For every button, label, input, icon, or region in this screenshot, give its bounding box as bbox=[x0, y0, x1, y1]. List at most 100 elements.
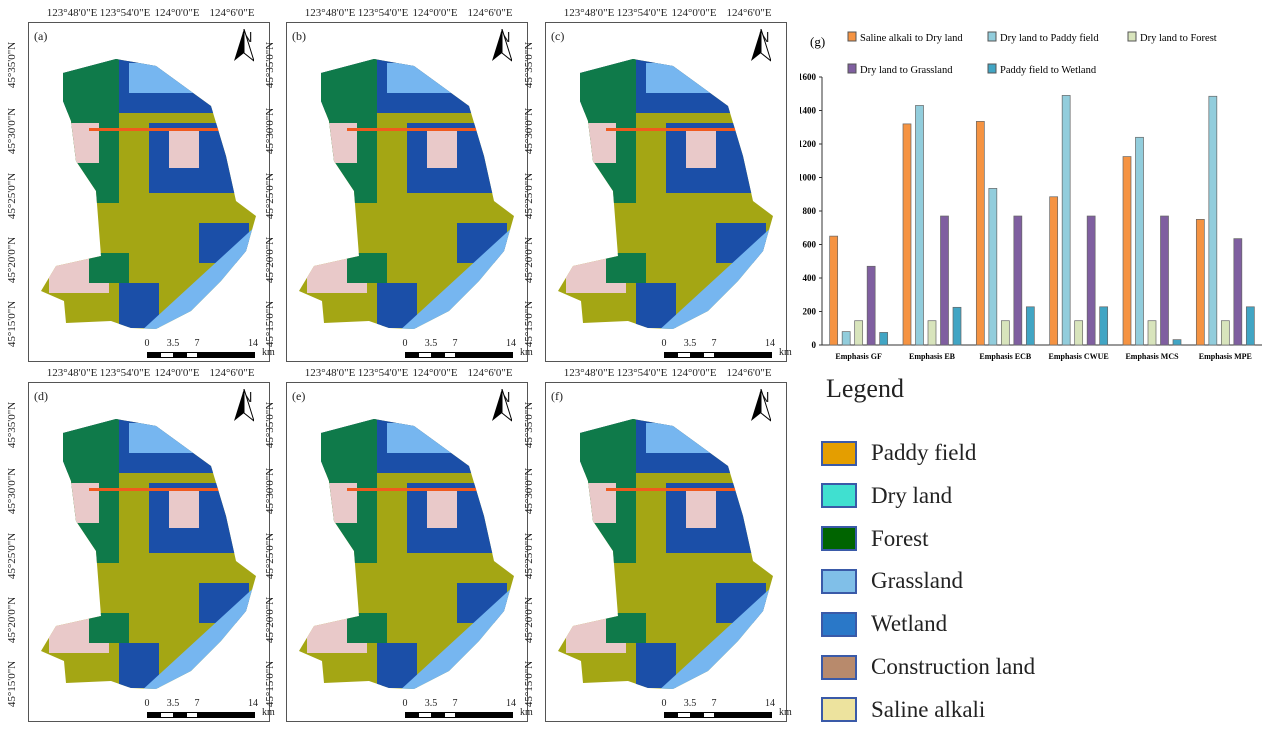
legend-title: Legend bbox=[826, 374, 904, 403]
longitude-label: 123°48'0"E bbox=[563, 7, 615, 19]
latitude-label: 45°15'0"N bbox=[523, 660, 535, 708]
land-use-map-a: 123°48'0"E 123°54'0"E 124°0'0"E 124°6'0"E 45… bbox=[0, 0, 275, 362]
series-legend-label: Dry land to Grassland bbox=[860, 65, 953, 76]
legend-label: Dry land bbox=[871, 482, 953, 508]
x-tick-label: Emphasis ECB bbox=[979, 352, 1031, 361]
y-tick-label: 1400 bbox=[800, 106, 817, 116]
latitude-label: 45°35'0"N bbox=[264, 41, 276, 89]
series-legend-swatch bbox=[847, 31, 857, 42]
latitude-label: 45°15'0"N bbox=[264, 660, 276, 708]
longitude-label: 123°48'0"E bbox=[304, 367, 356, 379]
bar bbox=[1160, 215, 1169, 346]
longitude-label: 123°48'0"E bbox=[46, 7, 98, 19]
bar bbox=[1172, 339, 1182, 346]
scale-label: 0 bbox=[144, 698, 150, 709]
scale-bar: 0 3.5 7 14 km bbox=[403, 698, 533, 728]
map-frame: (c) N 0 3.5 7 14 km bbox=[545, 22, 792, 362]
bar-chart: (g) 0 200 400 600 800 1000 1200 1400 1600 Emphasis… bbox=[800, 31, 1262, 361]
map-frame: (d) N 0 3.5 7 14 km bbox=[28, 382, 275, 722]
bar bbox=[841, 331, 851, 346]
bar bbox=[879, 332, 889, 346]
scale-unit: km bbox=[520, 347, 533, 358]
longitude-label: 123°48'0"E bbox=[563, 367, 615, 379]
longitude-label: 123°54'0"E bbox=[99, 7, 151, 19]
scale-unit: km bbox=[262, 347, 275, 358]
chart-panel-label: (g) bbox=[810, 34, 825, 49]
bar bbox=[1122, 156, 1132, 346]
latitude-label: 45°15'0"N bbox=[523, 300, 535, 348]
legend-label: Paddy field bbox=[871, 440, 977, 465]
scale-unit: km bbox=[520, 707, 533, 718]
land-use-map-d: 123°48'0"E 123°54'0"E 124°0'0"E 124°6'0"E 45… bbox=[0, 360, 275, 722]
bar bbox=[854, 320, 864, 346]
land-use-map bbox=[299, 419, 514, 689]
map-frame: (e) N 0 3.5 7 14 km bbox=[286, 382, 533, 722]
latitude-label: 45°25'0"N bbox=[6, 532, 18, 580]
legend-label: Grassland bbox=[871, 568, 963, 594]
land-use-map-f: 123°48'0"E 123°54'0"E 124°0'0"E 124°6'0"E 45… bbox=[517, 360, 792, 722]
bar bbox=[1086, 215, 1096, 346]
scale-bar: 0 3.5 7 14 km bbox=[403, 338, 533, 368]
map-frame: (b) N 0 3.5 7 14 km bbox=[286, 22, 533, 362]
latitude-label: 45°15'0"N bbox=[6, 660, 18, 708]
land-use-map bbox=[299, 59, 514, 329]
latitude-label: 45°35'0"N bbox=[6, 401, 18, 449]
x-tick-label: Emphasis CWUE bbox=[1049, 352, 1109, 361]
north-arrow-icon: N bbox=[492, 389, 518, 422]
legend-item: Grassland bbox=[821, 567, 963, 595]
north-arrow-icon: N bbox=[751, 29, 777, 62]
land-use-map bbox=[41, 419, 256, 689]
scale-bar: 0 3.5 7 14 km bbox=[145, 338, 275, 368]
legend-swatch bbox=[821, 654, 857, 680]
longitude-label: 124°0'0"E bbox=[412, 7, 458, 19]
x-tick-label: Emphasis MPE bbox=[1199, 352, 1252, 361]
map-frame: (f) N 0 3.5 7 14 km bbox=[545, 382, 792, 722]
bar bbox=[1049, 196, 1059, 346]
longitude-label: 124°0'0"E bbox=[154, 7, 200, 19]
bar bbox=[866, 265, 876, 346]
longitude-label: 124°6'0"E bbox=[467, 367, 513, 379]
longitude-label: 124°0'0"E bbox=[671, 7, 717, 19]
legend-label: Saline alkali bbox=[871, 696, 986, 722]
bar bbox=[1208, 95, 1218, 346]
legend-swatch bbox=[821, 697, 857, 723]
scale-unit: km bbox=[779, 347, 792, 358]
y-tick-label: 600 bbox=[803, 240, 817, 250]
bar bbox=[915, 105, 924, 346]
scale-label: 3.5 bbox=[166, 338, 180, 349]
legend-label: Wetland bbox=[871, 611, 948, 637]
latitude-label: 45°20'0"N bbox=[264, 236, 276, 284]
scale-label: 14 bbox=[248, 338, 258, 349]
land-use-map-c: 123°48'0"E 123°54'0"E 124°0'0"E 124°6'0"E 45… bbox=[517, 0, 792, 362]
series-legend-label: Saline alkali to Dry land bbox=[860, 33, 963, 44]
scale-label: 7 bbox=[452, 698, 458, 709]
series-legend-label: Dry land to Paddy field bbox=[1000, 33, 1099, 44]
bar bbox=[988, 188, 998, 346]
longitude-label: 124°6'0"E bbox=[726, 367, 772, 379]
bar bbox=[1233, 238, 1243, 346]
bar bbox=[1074, 320, 1084, 346]
legend-item: Dry land bbox=[821, 482, 952, 510]
longitude-label: 123°54'0"E bbox=[99, 367, 151, 379]
scale-label: 0 bbox=[661, 338, 667, 349]
latitude-label: 45°30'0"N bbox=[6, 107, 18, 155]
land-use-map bbox=[41, 59, 256, 329]
latitude-label: 45°25'0"N bbox=[523, 532, 535, 580]
x-tick-label: Emphasis MCS bbox=[1125, 352, 1179, 361]
bar bbox=[1061, 95, 1071, 346]
bar bbox=[1000, 320, 1010, 346]
bar bbox=[1195, 219, 1205, 346]
scale-label: 14 bbox=[765, 698, 775, 709]
longitude-label: 124°0'0"E bbox=[671, 367, 717, 379]
longitude-label: 123°48'0"E bbox=[46, 367, 98, 379]
series-legend-swatch bbox=[1127, 31, 1137, 42]
bar bbox=[829, 235, 839, 346]
scale-label: 7 bbox=[194, 338, 200, 349]
legend-item: Wetland bbox=[821, 610, 947, 638]
y-tick-label: 800 bbox=[803, 206, 817, 216]
longitude-label: 123°54'0"E bbox=[616, 7, 668, 19]
bar bbox=[1135, 136, 1144, 346]
bar bbox=[1013, 215, 1023, 346]
legend-label: Forest bbox=[871, 525, 929, 551]
scale-label: 3.5 bbox=[424, 698, 438, 709]
